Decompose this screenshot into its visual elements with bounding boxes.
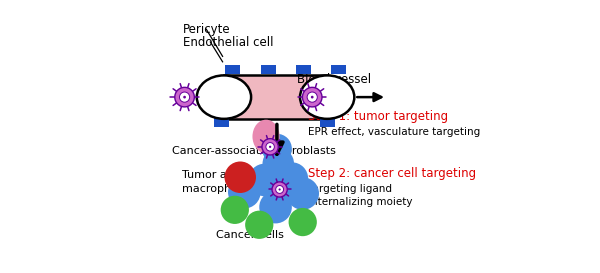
- Bar: [226, 64, 240, 74]
- Circle shape: [179, 92, 190, 102]
- Circle shape: [307, 92, 317, 102]
- Circle shape: [289, 208, 317, 236]
- Circle shape: [224, 162, 256, 193]
- Circle shape: [183, 96, 186, 99]
- Text: Cancer-associated fibroblasts: Cancer-associated fibroblasts: [172, 146, 336, 156]
- Bar: [260, 64, 275, 74]
- Bar: [296, 64, 311, 74]
- Circle shape: [311, 96, 314, 99]
- Text: EPR effect, vasculature targeting: EPR effect, vasculature targeting: [308, 127, 481, 136]
- Circle shape: [286, 177, 319, 210]
- Text: Blood vessel: Blood vessel: [297, 73, 371, 86]
- Ellipse shape: [300, 75, 355, 119]
- Circle shape: [175, 87, 194, 107]
- Text: Pericyte: Pericyte: [182, 23, 230, 36]
- Circle shape: [259, 191, 292, 223]
- Text: macrophages: macrophages: [182, 184, 257, 194]
- Circle shape: [272, 182, 287, 197]
- Circle shape: [266, 143, 274, 151]
- Circle shape: [278, 188, 281, 191]
- Circle shape: [262, 139, 278, 155]
- Circle shape: [275, 162, 308, 195]
- Circle shape: [228, 176, 260, 209]
- Text: Internalizing moiety: Internalizing moiety: [308, 197, 413, 207]
- Circle shape: [221, 196, 249, 224]
- Bar: [224, 75, 327, 119]
- Circle shape: [275, 186, 284, 193]
- Text: Step 1: tumor targeting: Step 1: tumor targeting: [308, 110, 448, 123]
- Circle shape: [263, 148, 294, 179]
- Text: Tumor associated: Tumor associated: [182, 170, 280, 180]
- Circle shape: [269, 146, 271, 148]
- Circle shape: [245, 211, 274, 239]
- Circle shape: [302, 87, 322, 107]
- Circle shape: [262, 134, 292, 164]
- Ellipse shape: [253, 120, 280, 153]
- Bar: [320, 117, 335, 127]
- Ellipse shape: [197, 75, 251, 119]
- Text: Step 2: cancer cell targeting: Step 2: cancer cell targeting: [308, 167, 476, 180]
- Text: Cancer cells: Cancer cells: [216, 230, 284, 240]
- Text: Endothelial cell: Endothelial cell: [182, 36, 273, 49]
- Bar: [331, 64, 346, 74]
- Bar: [214, 117, 229, 127]
- Circle shape: [248, 164, 281, 196]
- Text: Targeting ligand: Targeting ligand: [308, 185, 392, 194]
